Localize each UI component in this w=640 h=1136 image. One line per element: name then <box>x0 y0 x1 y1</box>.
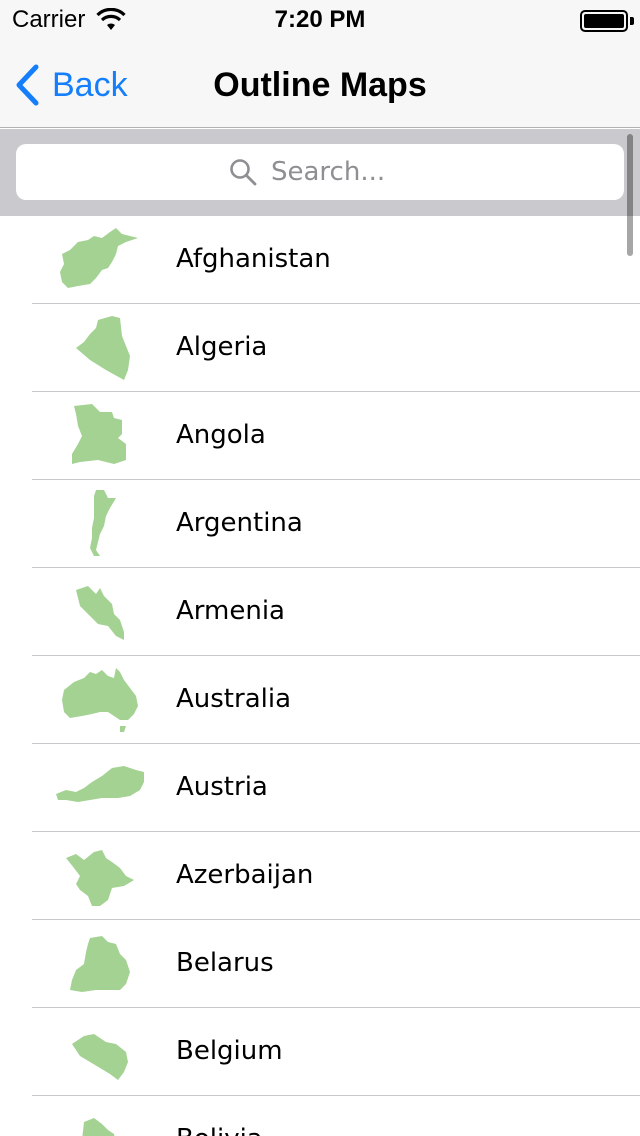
status-bar: Carrier 7:20 PM <box>0 0 640 40</box>
list-item[interactable]: Argentina <box>0 480 640 568</box>
list-item[interactable]: Austria <box>0 744 640 832</box>
armenia-map-icon <box>76 586 124 640</box>
belgium-map-icon <box>72 1034 128 1080</box>
algeria-map-icon <box>76 316 130 380</box>
search-icon <box>230 159 257 186</box>
list-item[interactable]: Armenia <box>0 568 640 656</box>
country-name: Belgium <box>176 1036 283 1066</box>
search-input[interactable] <box>271 157 411 187</box>
bolivia-map-icon <box>82 1118 115 1136</box>
back-button[interactable]: Back <box>14 62 128 108</box>
navigation-bar: Back Outline Maps <box>0 40 640 128</box>
battery-icon <box>580 10 628 32</box>
list-item[interactable]: Belgium <box>0 1008 640 1096</box>
country-name: Armenia <box>176 596 285 626</box>
list-item[interactable]: Australia <box>0 656 640 744</box>
austria-map-icon <box>56 766 144 802</box>
country-name: Australia <box>176 684 292 714</box>
carrier-label: Carrier <box>12 6 86 33</box>
search-bar <box>0 129 640 216</box>
list-item[interactable]: Algeria <box>0 304 640 392</box>
argentina-map-icon <box>90 490 116 556</box>
australia-map-icon <box>62 668 138 732</box>
list-item[interactable]: Azerbaijan <box>0 832 640 920</box>
country-name: Angola <box>176 420 266 450</box>
afghanistan-map-icon <box>60 228 138 288</box>
angola-map-icon <box>72 404 126 464</box>
country-name: Azerbaijan <box>176 860 314 890</box>
list-item[interactable]: Afghanistan <box>0 216 640 304</box>
page-title: Outline Maps <box>213 66 427 104</box>
clock: 7:20 PM <box>274 6 366 33</box>
belarus-map-icon <box>70 936 130 992</box>
battery-tip <box>630 17 634 25</box>
list-item[interactable]: Angola <box>0 392 640 480</box>
country-name: Afghanistan <box>176 244 331 274</box>
list-item[interactable]: Bolivia <box>0 1096 640 1136</box>
chevron-left-icon <box>16 64 39 106</box>
country-name: Bolivia <box>176 1124 263 1136</box>
search-field[interactable] <box>16 144 624 200</box>
country-name: Austria <box>176 772 268 802</box>
wifi-icon <box>96 8 126 30</box>
country-list: Afghanistan Algeria Angola Argentina Arm… <box>0 216 640 1136</box>
list-item[interactable]: Belarus <box>0 920 640 1008</box>
scroll-indicator[interactable] <box>627 134 633 256</box>
back-button-label: Back <box>52 65 128 104</box>
country-name: Argentina <box>176 508 303 538</box>
azerbaijan-map-icon <box>66 850 134 906</box>
country-name: Belarus <box>176 948 274 978</box>
country-name: Algeria <box>176 332 268 362</box>
